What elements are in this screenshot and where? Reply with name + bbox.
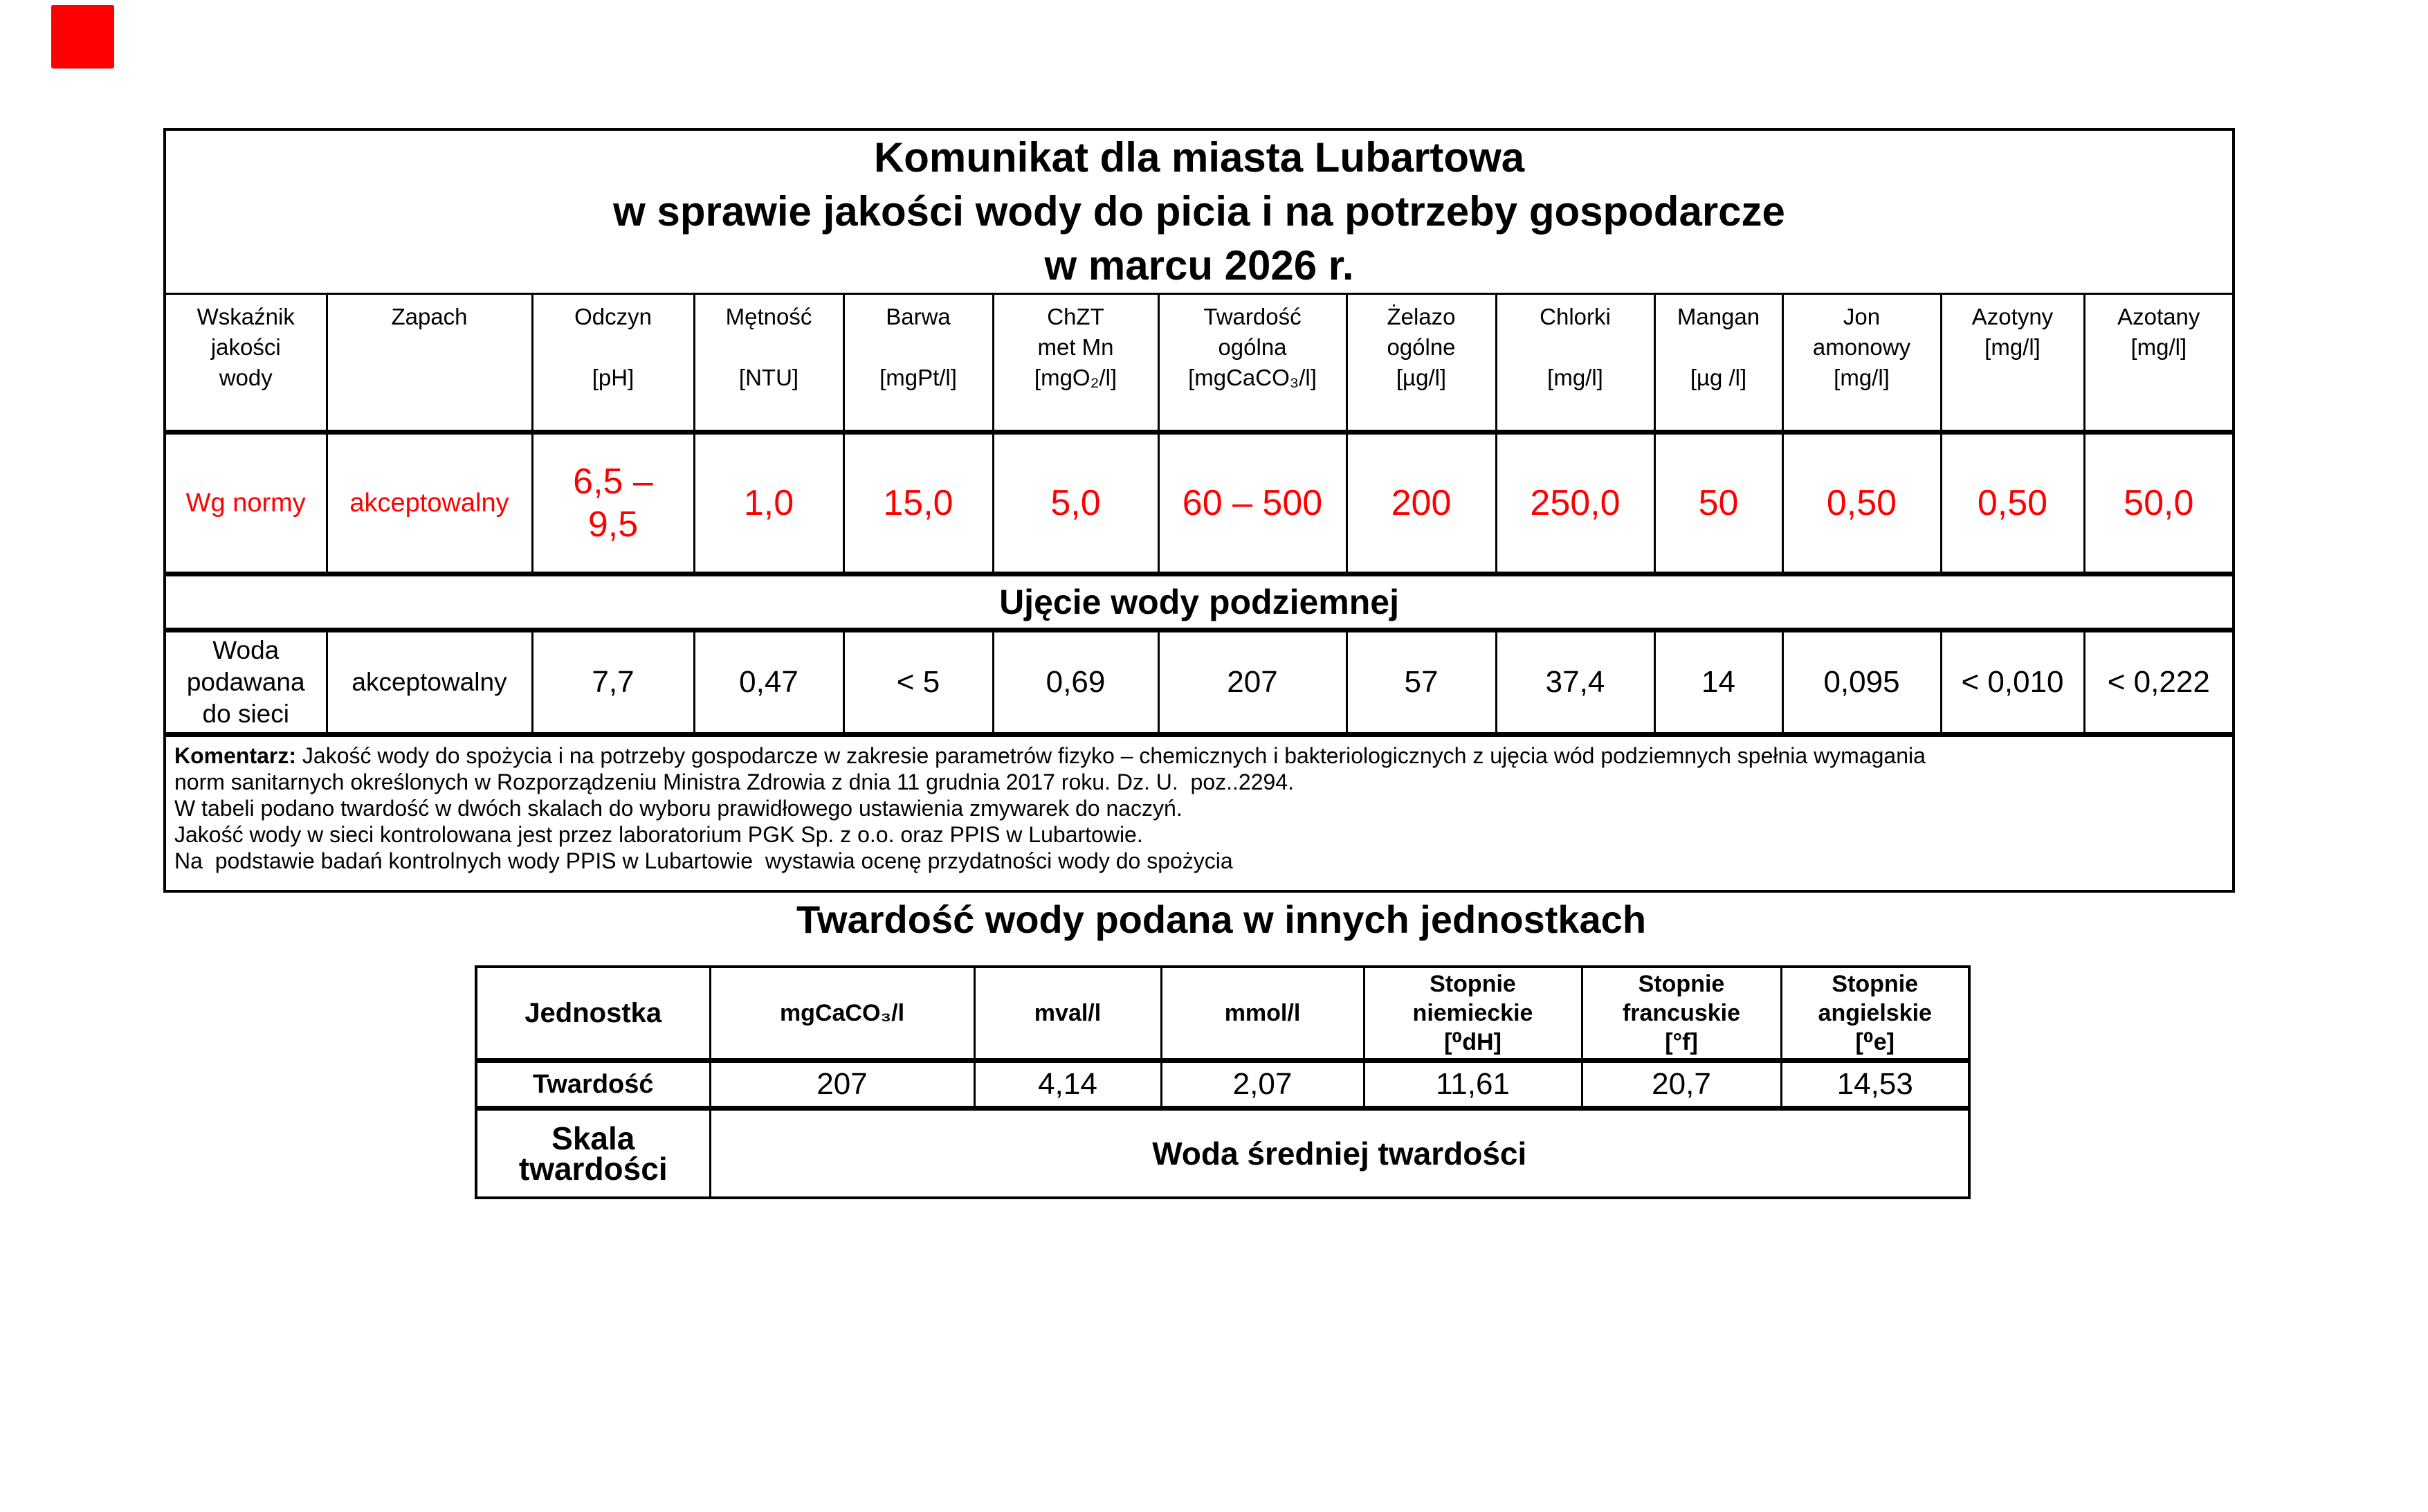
network-value-zelazo: 57 <box>1345 629 1497 737</box>
network-value-azotyny: < 0,010 <box>1939 629 2085 737</box>
table-title-row: Komunikat dla miasta Lubartowa w sprawie… <box>163 128 2235 295</box>
norm-value-odczyn: 6,5 – 9,5 <box>531 431 695 576</box>
network-value-chlorki: 37,4 <box>1495 629 1656 737</box>
comment-line-1: Komentarz: Jakość wody do spożycia i na … <box>174 743 2224 769</box>
hardness-header-mval: mval/l <box>973 965 1162 1063</box>
network-values-row: Woda podawana do sieci akceptowalny 7,7 … <box>163 629 2235 737</box>
network-value-zapach: akceptowalny <box>325 629 533 737</box>
norm-value-chzt: 5,0 <box>992 431 1160 576</box>
hardness-header-mmol: mmol/l <box>1160 965 1365 1063</box>
network-value-azotany: < 0,222 <box>2083 629 2235 737</box>
column-header-row: Wskaźnik jakości wody Zapach Odczyn [pH]… <box>163 293 2235 435</box>
water-quality-table: Komunikat dla miasta Lubartowa w sprawie… <box>163 128 2236 893</box>
column-header-metnosc: Mętność [NTU] <box>693 293 845 435</box>
column-header-chzt: ChZT met Mn [mgO₂/l] <box>992 293 1160 435</box>
hardness-scale-row: Skala twardości Woda średniej twardości <box>475 1107 1971 1199</box>
hardness-values-row: Twardość 207 4,14 2,07 11,61 20,7 14,53 <box>475 1059 1971 1111</box>
network-value-odczyn: 7,7 <box>531 629 695 737</box>
hardness-value-mgcaco3: 207 <box>709 1059 976 1111</box>
network-row-label: Woda podawana do sieci <box>163 629 328 737</box>
red-marker <box>51 5 114 69</box>
network-value-barwa: < 5 <box>842 629 994 737</box>
title-line-2: w sprawie jakości wody do picia i na pot… <box>613 188 1785 235</box>
hardness-value-mmol: 2,07 <box>1160 1059 1365 1111</box>
comment-line-3: W tabeli podano twardość w dwóch skalach… <box>174 796 1183 821</box>
hardness-section-title: Twardość wody podana w innych jednostkac… <box>796 898 1647 941</box>
comment-row: Komentarz: Jakość wody do spożycia i na … <box>163 734 2235 893</box>
hardness-header-row: Jednostka mgCaCO₃/l mval/l mmol/l Stopni… <box>475 965 1971 1063</box>
hardness-value-stopnie-angielskie: 14,53 <box>1780 1059 1971 1111</box>
norm-values-row: Wg normy akceptowalny 6,5 – 9,5 1,0 15,0… <box>163 431 2235 576</box>
title-line-3: w marcu 2026 r. <box>1044 242 1354 289</box>
norm-value-twardosc: 60 – 500 <box>1157 431 1348 576</box>
comment-label: Komentarz: <box>174 743 297 768</box>
hardness-value-mval: 4,14 <box>973 1059 1162 1111</box>
network-value-mangan: 14 <box>1653 629 1784 737</box>
comment-line-4: Jakość wody w sieci kontrolowana jest pr… <box>174 822 1143 847</box>
column-header-azotany: Azotany [mg/l] <box>2083 293 2235 435</box>
hardness-header-stopnie-francuskie: Stopnie francuskie [°f] <box>1580 965 1782 1063</box>
norm-value-chlorki: 250,0 <box>1495 431 1656 576</box>
title-line-1: Komunikat dla miasta Lubartowa <box>873 134 1525 181</box>
hardness-header-stopnie-niemieckie: Stopnie niemieckie [⁰dH] <box>1362 965 1583 1063</box>
section-banner-row: Ujęcie wody podziemnej <box>163 573 2235 632</box>
norm-value-barwa: 15,0 <box>842 431 994 576</box>
comment-line-1-text: Jakość wody do spożycia i na potrzeby go… <box>296 743 1926 768</box>
hardness-row-label: Twardość <box>475 1059 711 1111</box>
hardness-header-jednostka: Jednostka <box>475 965 711 1063</box>
norm-value-azotany: 50,0 <box>2083 431 2235 576</box>
comment-line-2: norm sanitarnych określonych w Rozporząd… <box>174 769 1294 794</box>
scale-row-value: Woda średniej twardości <box>709 1107 1971 1199</box>
norm-value-mangan: 50 <box>1653 431 1784 576</box>
hardness-value-stopnie-francuskie: 20,7 <box>1580 1059 1782 1111</box>
network-value-metnosc: 0,47 <box>693 629 845 737</box>
column-header-jon-amonowy: Jon amonowy [mg/l] <box>1781 293 1942 435</box>
announcement-title: Komunikat dla miasta Lubartowa w sprawie… <box>163 128 2235 295</box>
norm-value-zapach: akceptowalny <box>325 431 533 576</box>
column-header-odczyn: Odczyn [pH] <box>531 293 695 435</box>
hardness-header-stopnie-angielskie: Stopnie angielskie [⁰e] <box>1780 965 1971 1063</box>
column-header-zelazo: Żelazo ogólne [µg/l] <box>1345 293 1497 435</box>
hardness-value-stopnie-niemieckie: 11,61 <box>1362 1059 1583 1111</box>
column-header-twardosc: Twardość ogólna [mgCaCO₃/l] <box>1157 293 1348 435</box>
column-header-wskaznik: Wskaźnik jakości wody <box>163 293 328 435</box>
network-value-chzt: 0,69 <box>992 629 1160 737</box>
column-header-chlorki: Chlorki [mg/l] <box>1495 293 1656 435</box>
network-value-jon-amonowy: 0,095 <box>1781 629 1942 737</box>
column-header-mangan: Mangan [µg /l] <box>1653 293 1784 435</box>
norm-value-metnosc: 1,0 <box>693 431 845 576</box>
column-header-zapach: Zapach <box>325 293 533 435</box>
norm-value-jon-amonowy: 0,50 <box>1781 431 1942 576</box>
network-value-twardosc: 207 <box>1157 629 1348 737</box>
comment-line-5: Na podstawie badań kontrolnych wody PPIS… <box>174 848 1233 873</box>
scale-row-label: Skala twardości <box>475 1107 711 1199</box>
hardness-header-mgcaco3: mgCaCO₃/l <box>709 965 976 1063</box>
column-header-azotyny: Azotyny [mg/l] <box>1939 293 2085 435</box>
norm-value-zelazo: 200 <box>1345 431 1497 576</box>
section-banner: Ujęcie wody podziemnej <box>163 573 2235 632</box>
column-header-barwa: Barwa [mgPt/l] <box>842 293 994 435</box>
norm-value-azotyny: 0,50 <box>1939 431 2085 576</box>
hardness-units-table: Jednostka mgCaCO₃/l mval/l mmol/l Stopni… <box>475 965 1971 1199</box>
norm-row-label: Wg normy <box>163 431 328 576</box>
comment-block: Komentarz: Jakość wody do spożycia i na … <box>163 734 2235 893</box>
